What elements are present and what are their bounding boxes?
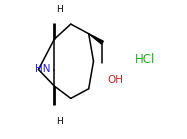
Text: H: H [56, 117, 62, 126]
Text: H: H [56, 5, 62, 14]
Text: OH: OH [107, 75, 123, 85]
Polygon shape [89, 34, 103, 44]
Text: HCl: HCl [135, 53, 155, 66]
Text: HN: HN [35, 64, 51, 75]
